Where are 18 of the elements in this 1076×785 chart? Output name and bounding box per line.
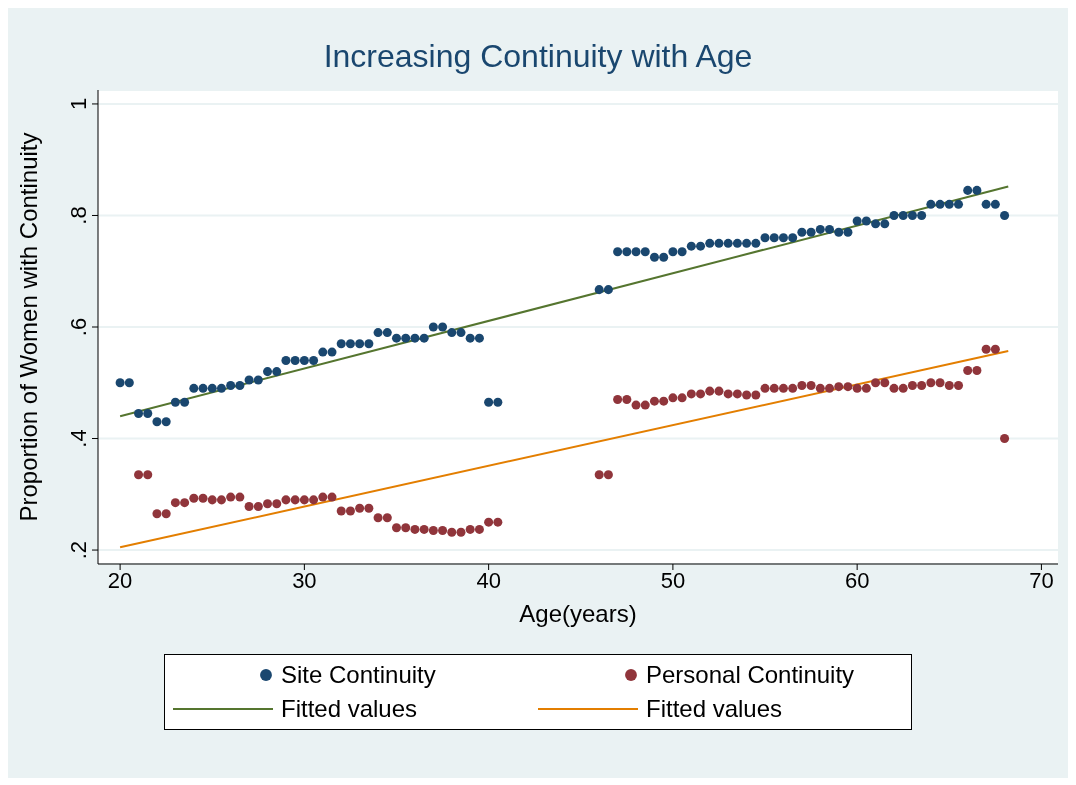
legend-label: Site Continuity [281,661,436,689]
x-tick-label: 60 [844,567,870,593]
x-tick-label: 30 [292,567,317,593]
y-tick-label: .4 [66,429,91,448]
y-tick-label: .2 [66,540,91,560]
x-tick-label: 70 [1029,567,1054,593]
x-tick-label: 40 [476,567,501,593]
y-tick-label: .8 [66,206,91,225]
y-tick-label: .6 [66,317,91,337]
legend-label: Personal Continuity [646,661,855,689]
legend-label: Fitted values [281,695,418,723]
chart-title: Increasing Continuity with Age [322,37,754,76]
x-tick-label: 20 [107,567,133,593]
y-tick-label: 1 [66,97,91,111]
x-tick-label: 50 [660,567,686,593]
y-axis-title: Proportion of Women with Continuity [14,132,42,522]
legend-label: Fitted values [646,695,783,723]
x-axis-title: Age(years) [519,600,637,627]
